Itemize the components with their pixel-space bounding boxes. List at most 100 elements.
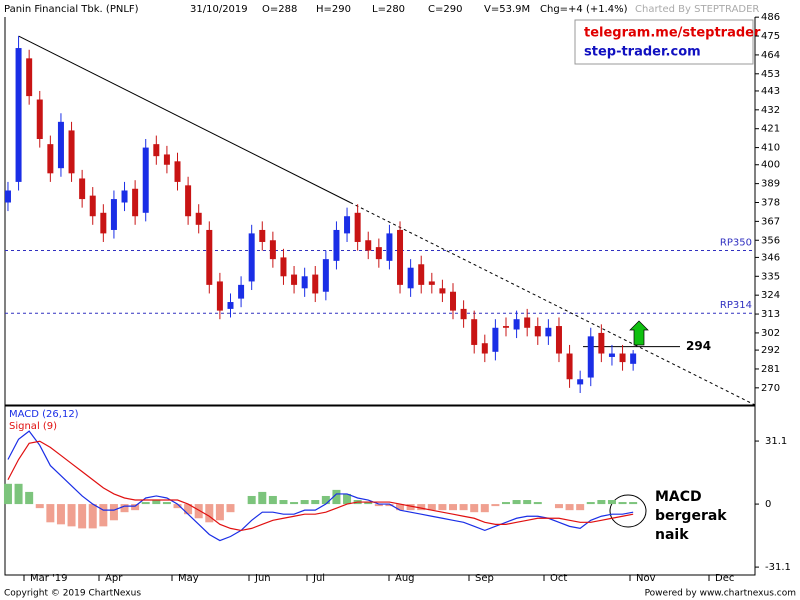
y-tick-label: 356 [761,235,780,246]
highlight-circle [609,494,647,528]
x-tick-label: Dec [715,573,734,584]
histogram-bar [35,504,44,509]
low: L=280 [372,4,405,15]
candle-body [174,161,181,182]
histogram-bar [364,502,373,505]
powered-by: Powered by www.chartnexus.com [645,589,796,599]
histogram-bar [576,504,585,511]
header-bg [0,0,800,17]
candle-body [259,229,266,242]
macd-line [7,440,634,532]
histogram-bar [131,504,140,511]
candle-body [407,267,414,289]
candle-body [630,353,637,364]
histogram-bar [597,500,606,505]
trendline [18,35,351,203]
candle-body [216,281,223,311]
candle-body [492,327,499,352]
candle-body [608,353,615,357]
histogram-bar [554,504,563,509]
histogram-bar [523,500,532,505]
y-tick-label: 367 [761,216,780,227]
candle-body [57,121,64,169]
legend-label: MACD (26,12) [9,409,79,420]
candle-body [365,240,372,251]
histogram-bar [290,502,299,505]
level-label: RP350 [720,238,752,249]
level-label: RP314 [720,300,752,311]
candle-body [301,276,308,289]
y-tick-label: 464 [761,50,780,61]
y-tick-label: 378 [761,198,780,209]
y-tick-label: 270 [761,383,780,394]
histogram-bar [184,504,193,515]
histogram-bar [501,502,510,505]
histogram-bar [268,495,277,505]
macd-frame [4,405,756,576]
histogram-bar [311,500,320,505]
histogram-bar [56,504,65,525]
high: H=290 [316,4,351,15]
y-tick-label: 281 [761,364,780,375]
candle-body [428,281,435,285]
histogram-bar [194,504,203,519]
watermark-box [574,19,754,65]
y-tick-label: 292 [761,345,780,356]
histogram-bar [120,504,129,513]
histogram-bar [449,504,458,511]
y-tick-label: 324 [761,290,780,301]
histogram-bar [343,493,352,505]
candle-body [47,144,54,174]
y-tick-label: -31.1 [765,562,791,573]
histogram-bar [173,504,182,509]
histogram-bar [300,500,309,505]
candle-body [68,130,75,174]
candle-body [312,274,319,294]
change: Chg=+4 (+1.4%) [540,4,628,15]
candle-body [555,326,562,354]
candle-body [79,178,86,200]
y-tick-label: 400 [761,160,780,171]
annotation: bergerak [655,508,727,524]
candle-body [110,199,117,230]
candle-body [185,185,192,217]
histogram-bar [152,500,161,505]
histogram-bar [480,504,489,513]
y-tick-label: 410 [761,143,780,154]
y-tick-label: 346 [761,252,780,263]
histogram-bar [417,504,426,511]
watermark: telegram.me/steptrader [584,26,761,41]
close: C=290 [428,4,462,15]
histogram-bar [205,504,214,523]
histogram-bar [78,504,87,529]
x-tick-label: Jul [312,573,325,584]
candle-body [524,317,531,328]
histogram-bar [3,483,12,505]
legend-label: Signal (9) [9,421,57,432]
candle-body [238,284,245,299]
histogram-bar [321,495,330,505]
histogram-bar [226,504,235,513]
annotation: naik [655,527,689,543]
copyright: Copyright © 2019 ChartNexus [4,589,141,599]
histogram-bar [491,504,500,507]
x-tick-label: Mar '19 [30,573,68,584]
candle-body [598,332,605,354]
candle-body [513,319,520,330]
candle-body [502,326,509,328]
candle-body [4,190,11,203]
volume: V=53.9M [484,4,530,15]
candle-body [333,229,340,261]
candle-body [322,259,329,292]
candle-body [460,308,467,320]
candle-body [227,302,234,309]
histogram-bar [374,504,383,507]
candle-body [471,319,478,345]
histogram-bar [396,504,405,511]
histogram-bar [88,504,97,529]
candle-body [15,48,22,182]
histogram-bar [427,504,436,511]
candle-body [386,233,393,261]
y-tick-label: 31.1 [765,436,787,447]
stock-name: Panin Financial Tbk. (PNLF) [4,4,139,15]
